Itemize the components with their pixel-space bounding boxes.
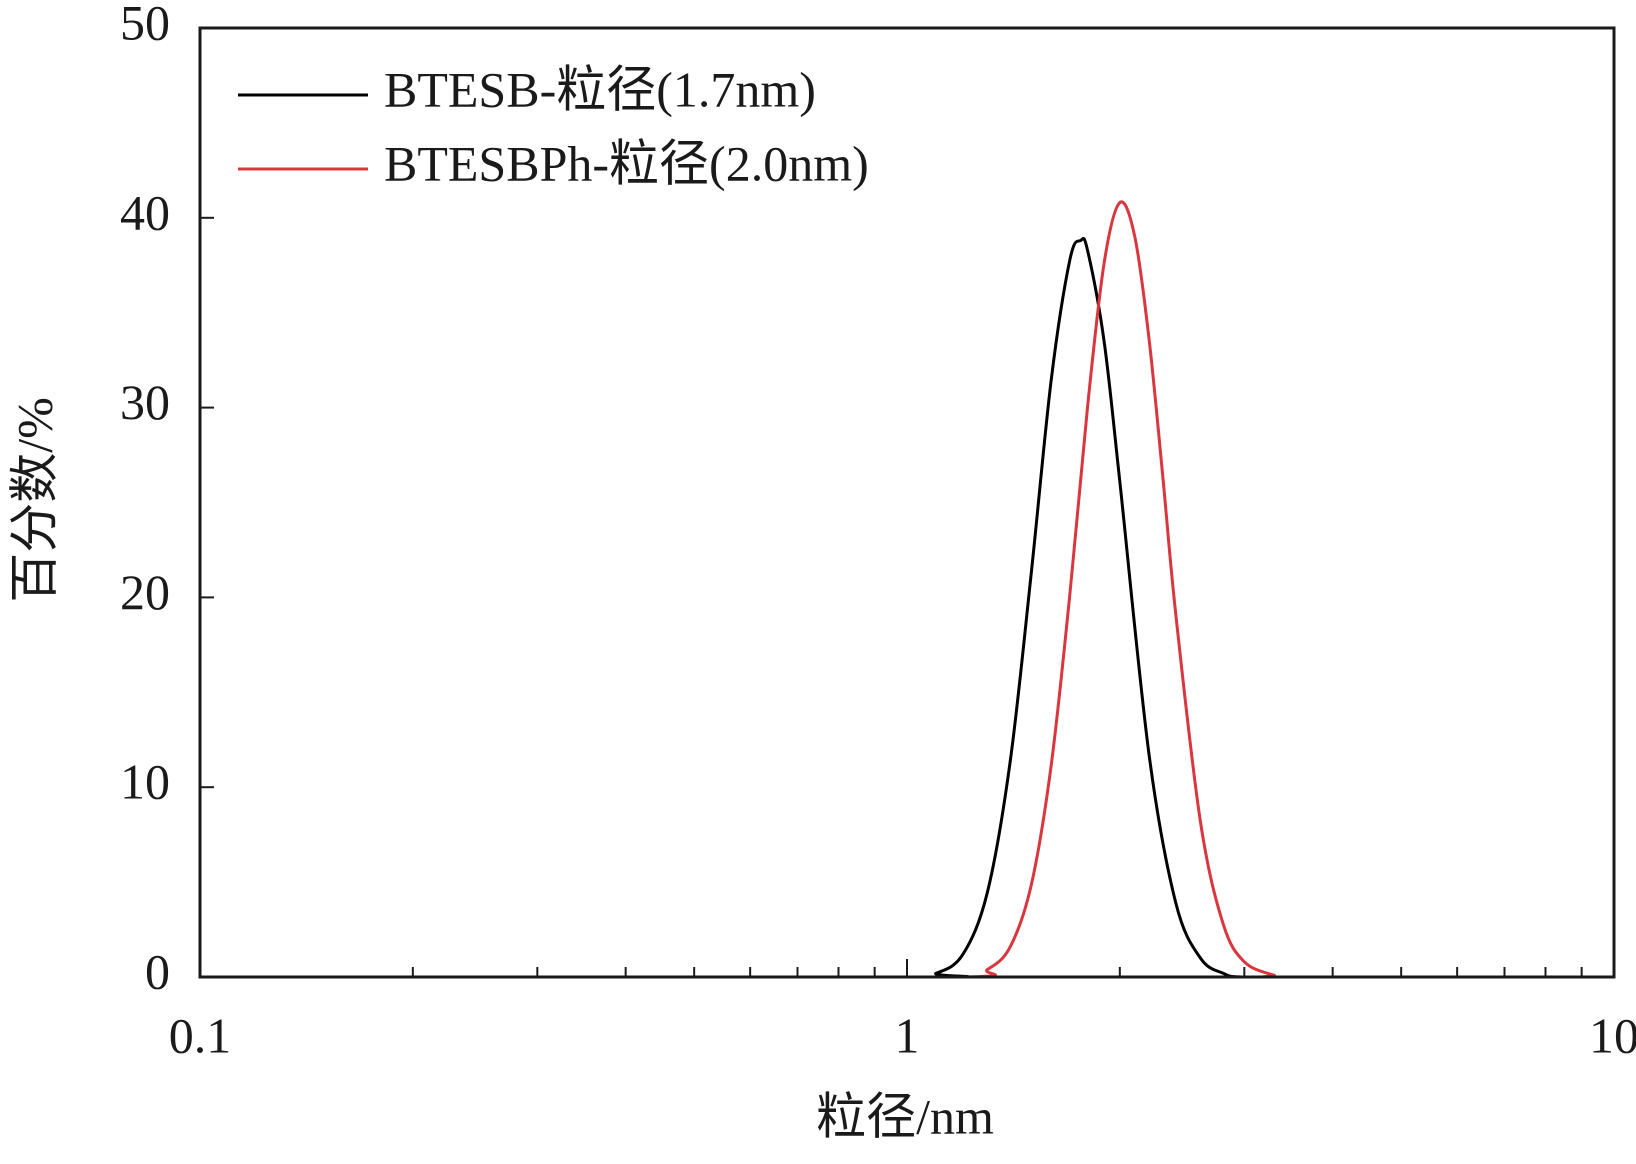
y-tick-label: 30 [120,374,170,430]
plot-frame [198,26,1616,979]
y-axis-label: 百分数/% [6,397,62,603]
series-line [200,236,1614,979]
legend-label: BTESBPh-粒径(2.0nm) [384,135,869,191]
x-tick-label: 10 [1589,1007,1636,1063]
x-tick-label: 0.1 [169,1007,232,1063]
y-tick-label: 40 [120,184,170,240]
y-tick-label: 0 [145,943,170,999]
series-line [625,200,1614,979]
y-tick-label: 20 [120,564,170,620]
y-tick-label: 50 [120,0,170,50]
x-tick-label: 1 [895,1007,920,1063]
y-tick-label: 10 [120,754,170,810]
legend-label: BTESB-粒径(1.7nm) [384,61,816,117]
x-axis-label: 粒径/nm [816,1088,994,1144]
